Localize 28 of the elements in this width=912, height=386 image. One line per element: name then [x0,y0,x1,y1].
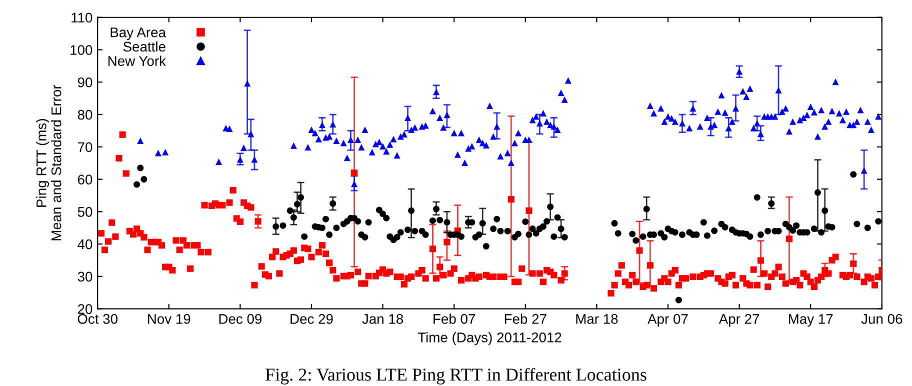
x-tick-label: Nov 19 [148,314,190,324]
x-tick-label: Feb 27 [504,314,546,324]
x-tick-label: Jan 18 [362,314,404,324]
x-tick-label: Oct 30 [78,314,118,324]
legend-label: Seattle [123,41,166,52]
x-tick-label: Apr 27 [718,314,760,327]
x-tick-label: Jun 06 [861,314,902,324]
x-axis-title: Time (Days) 2011-2012 [418,332,562,346]
x-tick-label: Dec 29 [290,314,333,324]
y-tick-label: 100 [70,45,92,55]
x-tick-label: Dec 09 [219,314,262,324]
x-tick-label: Apr 07 [648,314,688,327]
x-tick-label: Mar 18 [576,314,618,324]
y-tick-label: 30 [78,272,92,282]
x-tick-label: May 17 [788,314,833,327]
y-tick-label: 70 [78,142,92,152]
y-tick-label: 40 [78,239,92,250]
legend-label: New York [108,56,166,66]
y-tick-label: 80 [78,110,92,120]
y-tick-label: 50 [78,206,92,217]
caption: Fig. 2: Various LTE Ping RTT in Different Locations [266,368,646,384]
y-tick-label: 110 [72,12,92,23]
legend-label: Bay Area [110,28,166,40]
y-tick-label: 20 [78,304,92,314]
y-tick-label: 90 [78,77,92,88]
y-axis-title: Ping RTT (ms) Mean and Standard Error [36,84,62,240]
x-tick-label: Feb 07 [434,314,476,324]
y-tick-label: 60 [78,174,92,184]
